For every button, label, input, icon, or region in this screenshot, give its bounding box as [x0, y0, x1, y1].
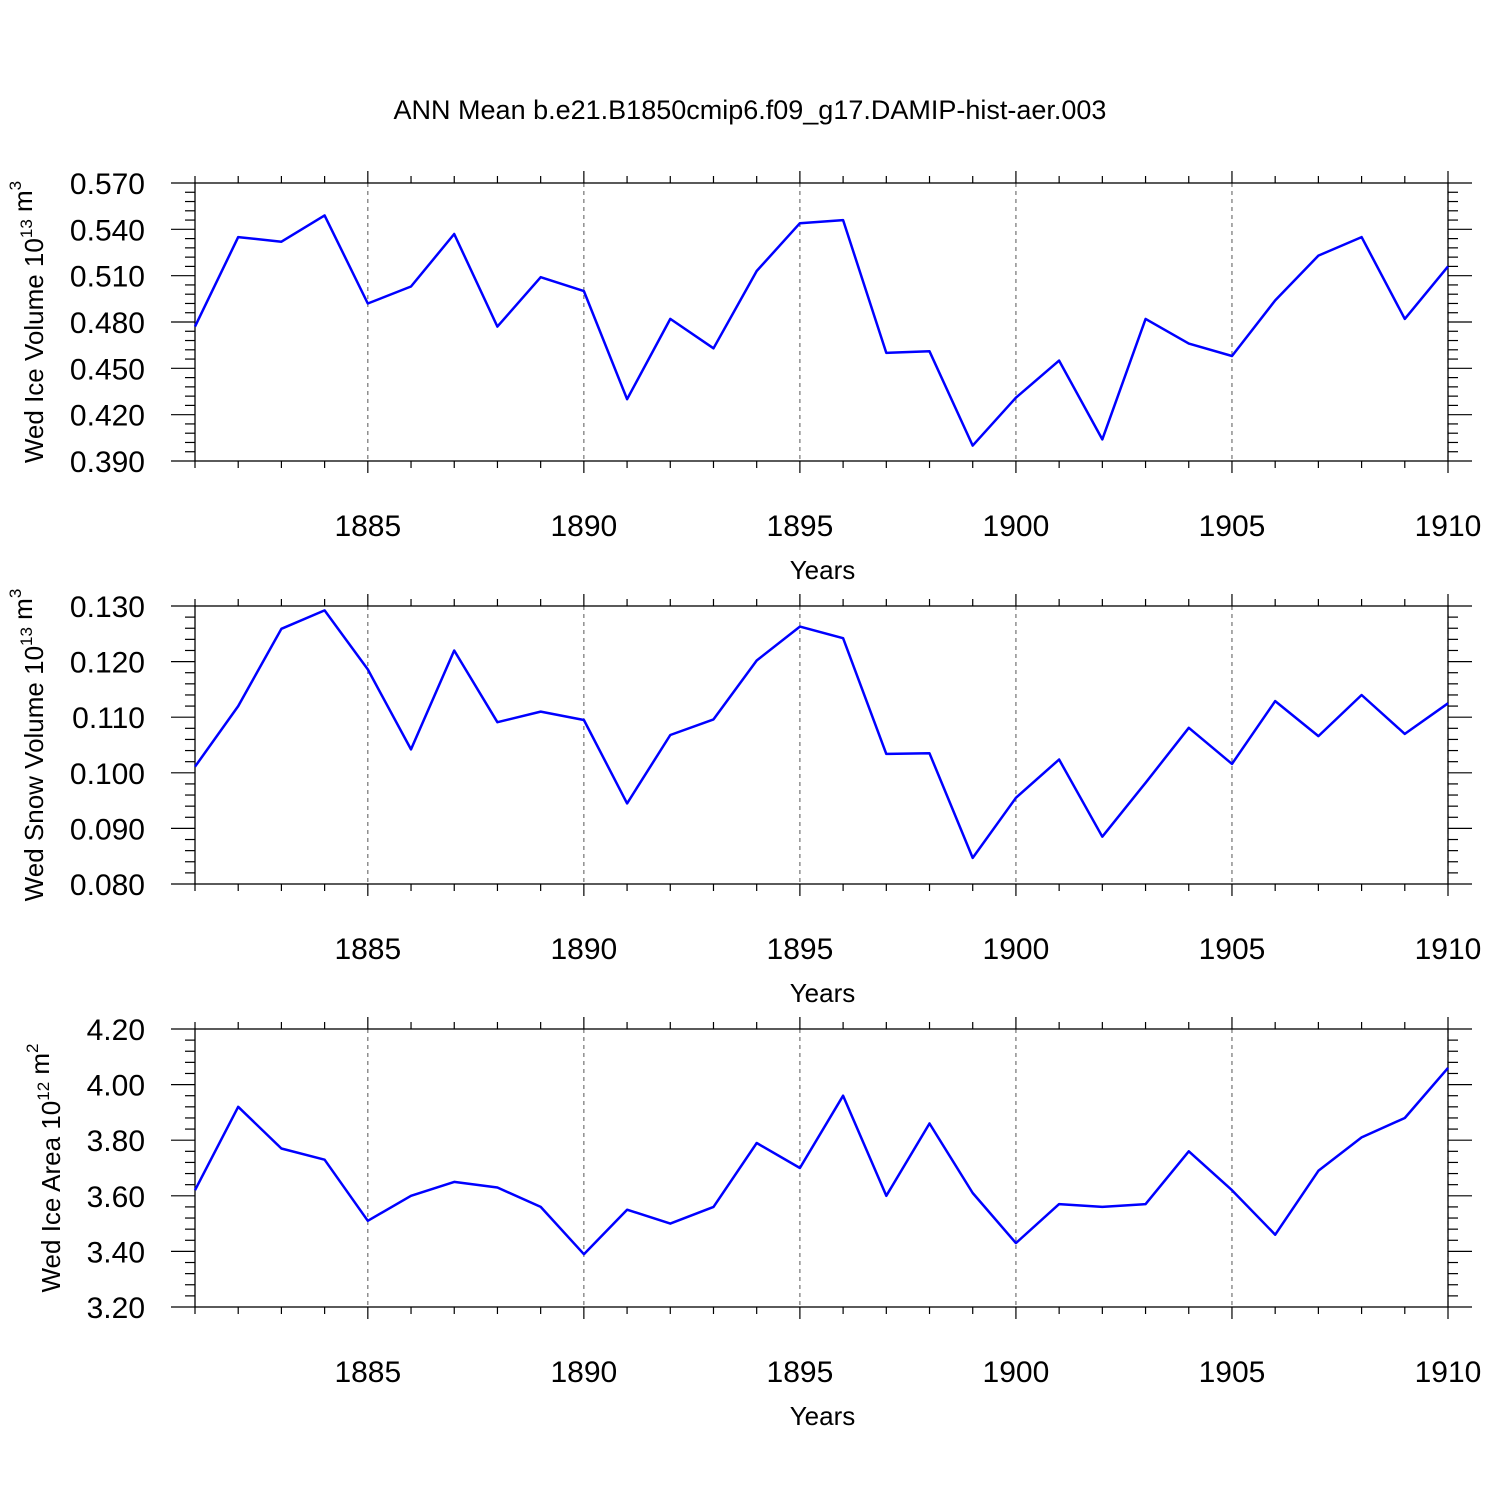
- y-axis-label: Wed Snow Volume 1013 m3: [6, 589, 49, 902]
- x-tick-label: 1890: [550, 510, 617, 543]
- panel-1: 1885 1890 1895 1900 1905 1910 0.390 0.420 0.450 0…: [6, 168, 1481, 585]
- plot-frame: [194, 605, 1449, 885]
- y-tick-label: 0.130: [70, 591, 145, 624]
- y-axis-label-superscript: 2: [23, 1043, 42, 1052]
- x-axis-label: Years: [790, 978, 856, 1008]
- x-axis-label: Years: [790, 1401, 856, 1431]
- x-tick-label: 1890: [550, 1356, 617, 1389]
- plot-frame: [194, 1028, 1449, 1308]
- y-axis-label-superscript: 3: [6, 181, 25, 190]
- y-axis-label-text: m: [8, 598, 38, 627]
- y-tick-label: 0.090: [70, 813, 145, 846]
- x-tick-label: 1905: [1199, 1356, 1266, 1389]
- panel-3: 1885 1890 1895 1900 1905 1910 3.20 3.40 3.60 3.80…: [23, 1014, 1481, 1431]
- y-axis-label: Wed Ice Volume 1013 m3: [6, 181, 49, 463]
- x-tick-label: 1910: [1415, 510, 1482, 543]
- x-tick-label: 1905: [1199, 933, 1266, 966]
- series-line: [193, 609, 1449, 860]
- y-axis-label-superscript: 12: [34, 1082, 53, 1101]
- y-axis-label-text: Wed Ice Area 10: [36, 1101, 66, 1293]
- x-tick-label: 1900: [983, 933, 1050, 966]
- x-tick-label: 1890: [550, 933, 617, 966]
- x-tick-label: 1905: [1199, 510, 1266, 543]
- x-tick-label: 1885: [334, 933, 401, 966]
- y-tick-label: 4.00: [87, 1070, 145, 1103]
- y-axis-label-superscript: 13: [17, 219, 36, 238]
- y-tick-label: 0.540: [70, 214, 145, 247]
- chart-title: ANN Mean b.e21.B1850cmip6.f09_g17.DAMIP-…: [394, 95, 1107, 125]
- x-tick-label: 1900: [983, 510, 1050, 543]
- y-tick-label: 4.20: [87, 1014, 145, 1047]
- y-tick-label: 0.080: [70, 869, 145, 902]
- y-tick-label: 0.570: [70, 168, 145, 201]
- y-tick-label: 3.60: [87, 1181, 145, 1214]
- x-tick-label: 1910: [1415, 933, 1482, 966]
- y-tick-label: 0.100: [70, 758, 145, 791]
- x-tick-label: 1895: [767, 510, 834, 543]
- y-axis-label-superscript: 3: [6, 589, 25, 598]
- y-axis-label-text: Wed Snow Volume 10: [19, 646, 49, 901]
- x-tick-label: 1885: [334, 1356, 401, 1389]
- x-tick-label: 1895: [767, 933, 834, 966]
- y-tick-label: 0.390: [70, 446, 145, 479]
- y-tick-label: 0.450: [70, 353, 145, 386]
- y-axis-label-superscript: 13: [17, 627, 36, 646]
- x-tick-label: 1895: [767, 1356, 834, 1389]
- y-tick-label: 0.480: [70, 307, 145, 340]
- y-tick-label: 3.80: [87, 1125, 145, 1158]
- y-tick-label: 0.120: [70, 647, 145, 680]
- y-tick-label: 0.110: [72, 702, 145, 735]
- y-tick-label: 0.420: [70, 400, 145, 433]
- y-tick-label: 3.20: [87, 1292, 145, 1325]
- series-line: [193, 1067, 1449, 1256]
- series-line: [193, 214, 1449, 447]
- panel-2: 1885 1890 1895 1900 1905 1910 0.080 0.090 0.100 0…: [6, 589, 1481, 1008]
- x-tick-label: 1885: [334, 510, 401, 543]
- y-axis-label: Wed Ice Area 1012 m2: [23, 1043, 66, 1292]
- y-axis-label-text: Wed Ice Volume 10: [19, 238, 49, 463]
- y-tick-label: 3.40: [87, 1236, 145, 1269]
- x-tick-label: 1900: [983, 1356, 1050, 1389]
- y-axis-label-text: m: [8, 190, 38, 219]
- plot-frame: [194, 182, 1449, 462]
- x-axis-label: Years: [790, 555, 856, 585]
- y-tick-label: 0.510: [70, 261, 145, 294]
- x-tick-label: 1910: [1415, 1356, 1482, 1389]
- y-axis-label-text: m: [25, 1053, 55, 1082]
